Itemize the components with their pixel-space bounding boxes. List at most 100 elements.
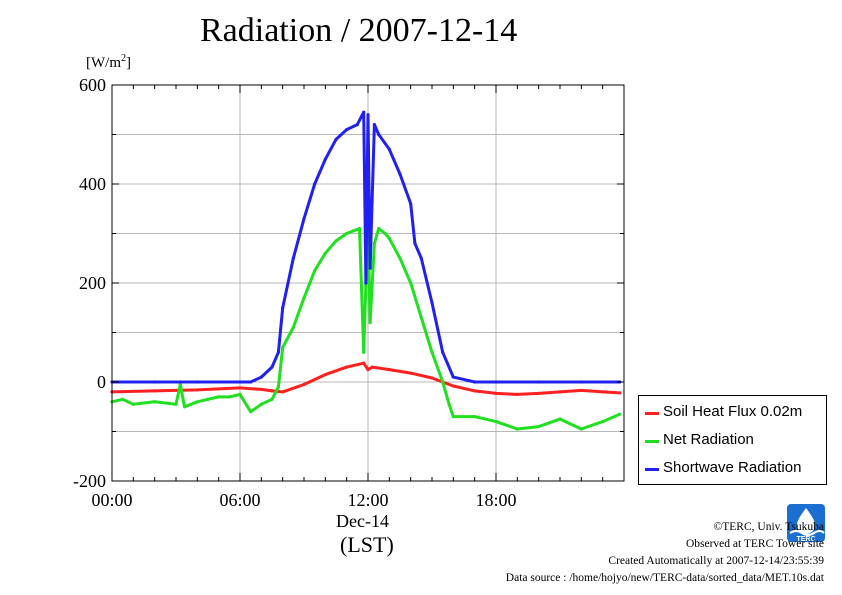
site-text: Observed at TERC Tower site xyxy=(685,538,824,550)
data-point xyxy=(387,147,391,151)
y-axis-unit-label: [W/m2] xyxy=(86,53,131,71)
data-point xyxy=(515,392,519,396)
data-point xyxy=(259,387,263,392)
data-point xyxy=(121,397,125,401)
data-point xyxy=(206,397,210,401)
data-point xyxy=(249,410,253,414)
data-point xyxy=(451,375,455,379)
data-point xyxy=(377,132,381,137)
data-point xyxy=(281,390,285,394)
data-point xyxy=(430,350,434,354)
data-point xyxy=(355,123,359,127)
data-point xyxy=(178,382,182,387)
data-point xyxy=(494,391,498,395)
legend-label: Shortwave Radiation xyxy=(663,459,802,476)
data-point xyxy=(537,380,541,384)
data-point xyxy=(430,376,434,380)
data-point xyxy=(249,380,253,384)
data-point xyxy=(276,385,280,389)
data-point xyxy=(398,256,402,260)
data-point xyxy=(409,202,413,206)
data-point xyxy=(430,301,434,305)
data-point xyxy=(579,380,583,384)
data-point xyxy=(313,269,317,273)
data-point xyxy=(302,217,306,221)
data-point xyxy=(383,231,387,236)
legend-swatch xyxy=(645,440,659,443)
data-point xyxy=(558,390,562,394)
data-point xyxy=(153,389,157,393)
svg-text:TERC: TERC xyxy=(796,536,815,543)
data-point xyxy=(601,390,605,394)
data-point xyxy=(270,389,274,393)
data-point xyxy=(579,427,583,431)
data-point xyxy=(195,400,199,404)
y-tick-label: -200 xyxy=(73,471,106,491)
y-tick-label: 200 xyxy=(79,273,106,293)
x-tick-label: 06:00 xyxy=(219,490,260,510)
chart-title: Radiation / 2007-12-14 xyxy=(200,12,518,49)
x-tick-label: 12:00 xyxy=(347,490,388,510)
x-tick-label: 00:00 xyxy=(91,490,132,510)
copyright-text: ©TERC, Univ. Tsukuba xyxy=(713,521,824,533)
credits-block: ©TERC, Univ. Tsukuba Observed at TERC To… xyxy=(506,519,824,587)
data-point xyxy=(441,380,445,384)
data-point xyxy=(334,137,338,142)
data-point xyxy=(419,316,423,320)
data-point xyxy=(413,241,417,245)
data-point xyxy=(537,424,541,429)
data-point xyxy=(323,372,327,377)
data-point xyxy=(345,127,349,132)
y-tick-label: 0 xyxy=(97,372,106,392)
data-point xyxy=(302,296,306,300)
data-point xyxy=(447,402,451,406)
data-point xyxy=(370,365,374,369)
data-point xyxy=(345,231,349,236)
data-point xyxy=(515,427,519,431)
y-unit-superscript: 2 xyxy=(121,53,126,64)
data-point xyxy=(377,226,381,231)
data-point xyxy=(364,281,368,285)
data-point xyxy=(398,172,402,176)
data-point xyxy=(368,266,372,270)
data-point xyxy=(238,386,242,390)
created-text: Created Automatically at 2007-12-14/23:5… xyxy=(608,555,824,567)
data-point xyxy=(131,402,135,406)
data-point xyxy=(441,350,445,354)
data-point xyxy=(494,420,498,424)
data-point xyxy=(387,368,391,372)
data-point xyxy=(419,256,423,260)
data-point xyxy=(270,397,274,401)
data-point xyxy=(238,392,242,396)
data-point xyxy=(259,402,263,406)
data-point xyxy=(302,382,306,387)
data-point xyxy=(372,123,376,127)
data-point xyxy=(409,371,413,375)
data-point xyxy=(238,380,242,384)
chart-legend: Soil Heat Flux 0.02m Net Radiation Shortwa… xyxy=(638,395,827,485)
data-point xyxy=(291,325,295,330)
chart-series-layer xyxy=(110,110,622,431)
y-tick-label: 600 xyxy=(79,75,106,95)
data-point xyxy=(494,380,498,384)
data-point xyxy=(558,417,562,421)
data-point xyxy=(362,361,366,365)
data-point xyxy=(153,380,157,384)
data-point xyxy=(323,251,327,255)
data-point xyxy=(217,395,221,399)
data-point xyxy=(227,395,231,399)
legend-label: Soil Heat Flux 0.02m xyxy=(663,403,803,420)
data-point xyxy=(259,375,263,379)
data-point xyxy=(276,350,280,354)
data-point xyxy=(334,239,338,243)
data-point xyxy=(195,388,199,392)
x-tick-label: 18:00 xyxy=(475,490,516,510)
data-point xyxy=(618,391,622,395)
data-point xyxy=(291,256,295,260)
data-point xyxy=(473,380,477,384)
data-point xyxy=(618,412,622,416)
data-point xyxy=(601,420,605,424)
legend-label: Net Radiation xyxy=(663,431,754,448)
data-point xyxy=(362,110,366,114)
